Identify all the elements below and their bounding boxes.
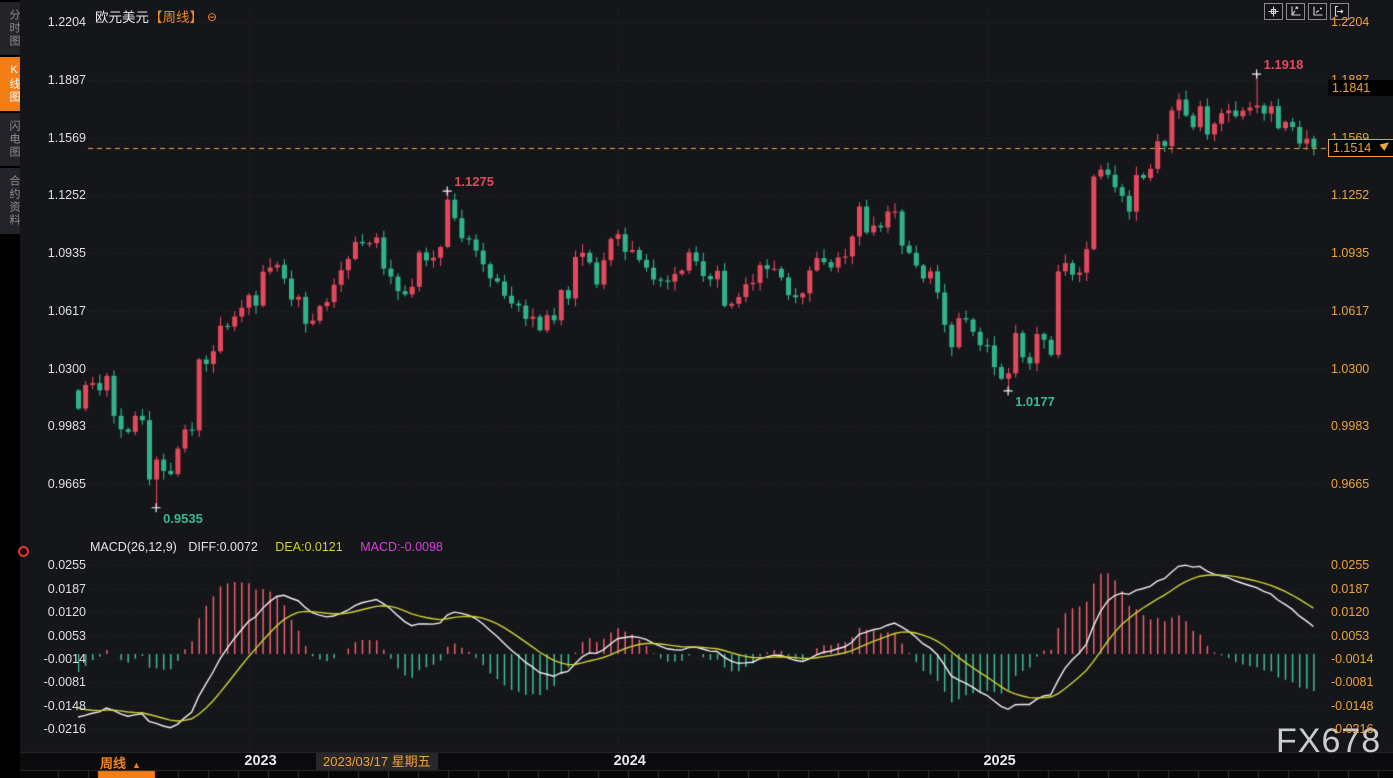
price-axis-label-right: 1.0300 — [1331, 361, 1370, 376]
price-axis-label-left: 0.9665 — [47, 477, 86, 492]
price-axis-label-left: 1.0617 — [47, 303, 86, 318]
macd-axis-label-right: 0.0255 — [1331, 558, 1370, 572]
axis-export-icon[interactable] — [1330, 3, 1349, 20]
indicator-target-icon[interactable] — [18, 546, 29, 557]
macd-axis-label-right: 0.0187 — [1331, 581, 1370, 596]
macd-axis-label-right: -0.0081 — [1331, 675, 1374, 690]
crosshair-date-badge: 2023/03/17 星期五 — [316, 753, 438, 770]
price-axis-label-left: 1.1252 — [47, 188, 86, 203]
price-axis-label-right: 1.2204 — [1331, 15, 1370, 29]
price-axis-label-right: 1.1252 — [1331, 188, 1370, 203]
price-annotation-1.1275: 1.1275 — [454, 174, 494, 190]
adjust-icon[interactable]: ⊖ — [207, 10, 218, 24]
price-axis-label-left: 1.0935 — [47, 245, 86, 260]
macd-axis-label-left: -0.0148 — [43, 698, 86, 713]
macd-header: MACD(26,12,9) DIFF:0.0072 DEA:0.0121 MAC… — [90, 540, 443, 554]
x-axis-year-label: 2023 — [244, 753, 277, 769]
macd-axis-label-left: -0.0081 — [43, 675, 86, 690]
macd-dea-value: DEA:0.0121 — [275, 540, 343, 554]
price-axis-label-right: 0.9665 — [1331, 477, 1370, 492]
macd-diff-value: DIFF:0.0072 — [188, 540, 258, 554]
price-axis-label-right: 1.0935 — [1331, 245, 1370, 260]
macd-axis-label-left: 0.0255 — [47, 558, 86, 572]
period-tag: 【周线】 — [149, 10, 203, 25]
watermark-logo: FX678 — [1276, 722, 1382, 760]
macd-axis-label-right: -0.0216 — [1331, 722, 1374, 737]
axis-zoom-icon[interactable] — [1286, 3, 1305, 20]
price-axis-label-left: 1.1887 — [47, 72, 86, 87]
last-price-badge: 1.1514 — [1328, 139, 1393, 157]
x-axis-year-label: 2025 — [983, 753, 1016, 769]
price-annotation-1.1918: 1.1918 — [1263, 57, 1304, 73]
macd-axis-label-left: 0.0187 — [47, 581, 86, 596]
axis-play-icon[interactable] — [1308, 3, 1327, 20]
price-axis-label-right: 1.0617 — [1331, 303, 1370, 318]
sidebar-tab-1[interactable]: K线图 — [0, 57, 20, 111]
upper-price-badge: 1.1841 — [1328, 80, 1393, 96]
macd-axis-label-right: -0.0148 — [1331, 698, 1374, 713]
macd-axis-label-left: 0.0053 — [47, 628, 86, 643]
chart-toolbar — [1264, 3, 1349, 20]
macd-axis-label-left: -0.0014 — [43, 651, 86, 666]
sidebar-tab-2[interactable]: 闪电图 — [0, 113, 20, 166]
sidebar: 分时图 K线图 闪电图 合约资料 — [0, 0, 20, 778]
price-axis-label-left: 1.0300 — [47, 361, 86, 376]
macd-axis-label-left: 0.0120 — [47, 605, 86, 620]
symbol-name: 欧元美元 — [95, 10, 149, 25]
sidebar-tab-0[interactable]: 分时图 — [0, 2, 20, 55]
price-axis-label-left: 1.1569 — [47, 130, 86, 145]
macd-axis-label-right: 0.0120 — [1331, 605, 1370, 620]
macd-axis-label-right: -0.0014 — [1331, 651, 1374, 666]
macd-macd-value: MACD:-0.0098 — [360, 540, 443, 554]
price-annotation-1.0177: 1.0177 — [1015, 393, 1055, 409]
macd-name: MACD(26,12,9) — [90, 540, 177, 554]
period-selector[interactable]: 周线 ▲ — [100, 753, 141, 772]
macd-axis-label-left: -0.0216 — [43, 722, 86, 737]
sidebar-tab-3[interactable]: 合约资料 — [0, 168, 20, 234]
period-label[interactable]: 周线 — [100, 756, 127, 771]
x-axis-year-label: 2024 — [613, 753, 646, 769]
crosshair-icon[interactable] — [1264, 3, 1283, 20]
macd-axis-label-right: 0.0053 — [1331, 628, 1370, 643]
chart-title: 欧元美元【周线】 ⊖ — [95, 6, 217, 26]
triangle-up-icon: ▲ — [132, 760, 141, 770]
price-annotation-0.9535: 0.9535 — [163, 510, 203, 526]
price-axis-label-left: 1.2204 — [47, 15, 86, 29]
price-axis-label-right: 0.9983 — [1331, 419, 1370, 434]
price-axis-label-left: 0.9983 — [47, 419, 86, 434]
